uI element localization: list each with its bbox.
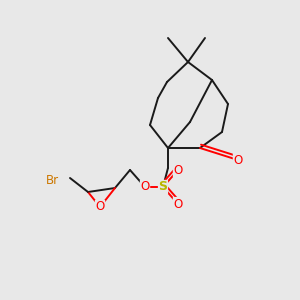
Text: O: O	[140, 181, 150, 194]
Text: Br: Br	[45, 173, 58, 187]
Text: O: O	[233, 154, 243, 166]
Text: O: O	[95, 200, 105, 214]
Text: O: O	[173, 197, 183, 211]
Text: S: S	[158, 181, 167, 194]
Text: O: O	[173, 164, 183, 176]
